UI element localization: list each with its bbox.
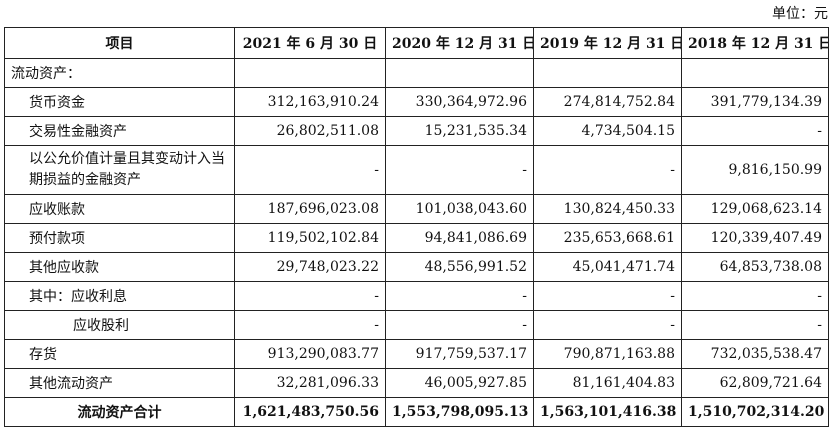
cell-value: - xyxy=(681,281,829,311)
cell-value: 94,841,086.69 xyxy=(385,223,534,253)
header-item: 项目 xyxy=(4,27,235,59)
cell-value: - xyxy=(234,145,386,195)
cell-value: 1,621,483,750.56 xyxy=(234,397,386,427)
cell-value xyxy=(385,58,534,88)
cell-value: - xyxy=(681,310,829,340)
cell-value: 64,853,738.08 xyxy=(681,252,829,282)
cell-value: 274,814,752.84 xyxy=(533,87,682,117)
table-row-dividends-receivable: 应收股利 - - - - xyxy=(4,310,829,340)
cell-value: - xyxy=(234,281,386,311)
header-2019-12-31: 2019 年 12 月 31 日 xyxy=(533,27,682,59)
header-2020-12-31: 2020 年 12 月 31 日 xyxy=(385,27,534,59)
row-label: 存货 xyxy=(4,339,235,369)
cell-value: 732,035,538.47 xyxy=(681,339,829,369)
row-label: 以公允价值计量且其变动计入当期损益的金融资产 xyxy=(4,145,235,195)
cell-value: 235,653,668.61 xyxy=(533,223,682,253)
cell-value: 1,563,101,416.38 xyxy=(533,397,682,427)
cell-value: - xyxy=(385,145,534,195)
header-2021-06-30: 2021 年 6 月 30 日 xyxy=(234,27,386,59)
cell-value: - xyxy=(681,116,829,146)
cell-value xyxy=(533,58,682,88)
table-row-total-current-assets: 流动资产合计 1,621,483,750.56 1,553,798,095.13… xyxy=(4,397,829,427)
cell-value: 4,734,504.15 xyxy=(533,116,682,146)
cell-value: 119,502,102.84 xyxy=(234,223,386,253)
table-row-fvtpl-financial-assets: 以公允价值计量且其变动计入当期损益的金融资产 - - - 9,816,150.9… xyxy=(4,145,829,195)
cell-value: 391,779,134.39 xyxy=(681,87,829,117)
cell-value: 101,038,043.60 xyxy=(385,194,534,224)
cell-value: 9,816,150.99 xyxy=(681,145,829,195)
cell-value: - xyxy=(533,281,682,311)
header-2018-12-31: 2018 年 12 月 31 日 xyxy=(681,27,829,59)
cell-value: 187,696,023.08 xyxy=(234,194,386,224)
row-label: 交易性金融资产 xyxy=(4,116,235,146)
cell-value: 330,364,972.96 xyxy=(385,87,534,117)
table-row-current-assets-heading: 流动资产： xyxy=(4,58,829,88)
table-header-row: 项目 2021 年 6 月 30 日 2020 年 12 月 31 日 2019… xyxy=(4,27,829,59)
cell-value: - xyxy=(385,310,534,340)
cell-value xyxy=(681,58,829,88)
cell-value: 81,161,404.83 xyxy=(533,368,682,398)
cell-value: 45,041,471.74 xyxy=(533,252,682,282)
cell-value: 120,339,407.49 xyxy=(681,223,829,253)
row-label: 其他流动资产 xyxy=(4,368,235,398)
cell-value: 1,553,798,095.13 xyxy=(385,397,534,427)
cell-value: 15,231,535.34 xyxy=(385,116,534,146)
cell-value: 46,005,927.85 xyxy=(385,368,534,398)
cell-value: 29,748,023.22 xyxy=(234,252,386,282)
cell-value: 129,068,623.14 xyxy=(681,194,829,224)
cell-value: 48,556,991.52 xyxy=(385,252,534,282)
row-label: 应收股利 xyxy=(4,310,235,340)
unit-label: 单位：元 xyxy=(772,6,828,22)
table-row-prepayments: 预付款项 119,502,102.84 94,841,086.69 235,65… xyxy=(4,223,829,253)
cell-value: - xyxy=(533,145,682,195)
table-row-cash: 货币资金 312,163,910.24 330,364,972.96 274,8… xyxy=(4,87,829,117)
cell-value xyxy=(234,58,386,88)
cell-value: 790,871,163.88 xyxy=(533,339,682,369)
table-row-inventory: 存货 913,290,083.77 917,759,537.17 790,871… xyxy=(4,339,829,369)
row-label: 流动资产合计 xyxy=(4,397,235,427)
cell-value: - xyxy=(385,281,534,311)
row-label: 应收账款 xyxy=(4,194,235,224)
row-label: 预付款项 xyxy=(4,223,235,253)
cell-value: 32,281,096.33 xyxy=(234,368,386,398)
cell-value: 312,163,910.24 xyxy=(234,87,386,117)
row-label: 货币资金 xyxy=(4,87,235,117)
cell-value: 1,510,702,314.20 xyxy=(681,397,829,427)
cell-value: 62,809,721.64 xyxy=(681,368,829,398)
cell-value: 130,824,450.33 xyxy=(533,194,682,224)
cell-value: 26,802,511.08 xyxy=(234,116,386,146)
table-row-trading-financial-assets: 交易性金融资产 26,802,511.08 15,231,535.34 4,73… xyxy=(4,116,829,146)
table-row-interest-receivable: 其中：应收利息 - - - - xyxy=(4,281,829,311)
balance-sheet-table: 项目 2021 年 6 月 30 日 2020 年 12 月 31 日 2019… xyxy=(4,27,829,427)
cell-value: 917,759,537.17 xyxy=(385,339,534,369)
table-row-accounts-receivable: 应收账款 187,696,023.08 101,038,043.60 130,8… xyxy=(4,194,829,224)
cell-value: - xyxy=(234,310,386,340)
row-label: 其中：应收利息 xyxy=(4,281,235,311)
row-label: 流动资产： xyxy=(4,58,235,88)
row-label: 其他应收款 xyxy=(4,252,235,282)
cell-value: - xyxy=(533,310,682,340)
table-row-other-receivables: 其他应收款 29,748,023.22 48,556,991.52 45,041… xyxy=(4,252,829,282)
table-row-other-current-assets: 其他流动资产 32,281,096.33 46,005,927.85 81,16… xyxy=(4,368,829,398)
cell-value: 913,290,083.77 xyxy=(234,339,386,369)
